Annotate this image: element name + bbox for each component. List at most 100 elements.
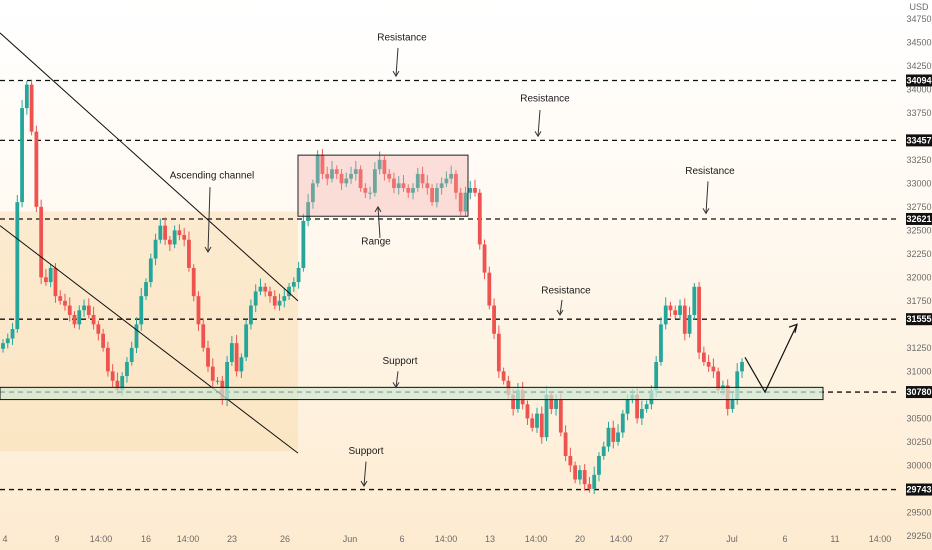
candle-body: [296, 267, 301, 283]
annotation-arrowhead: [374, 205, 382, 213]
candle-body: [201, 324, 206, 348]
candle-body: [334, 169, 339, 174]
candle-body: [477, 192, 482, 245]
candle-body: [396, 183, 401, 189]
candle-body: [10, 329, 15, 339]
candle-body: [415, 173, 420, 189]
candle-body: [668, 305, 673, 311]
candle-body: [263, 286, 268, 292]
x-tick-label: 23: [227, 534, 237, 544]
candle-body: [711, 366, 716, 372]
candle-body: [282, 296, 287, 301]
candle-body: [454, 173, 458, 193]
candle-body: [597, 455, 601, 475]
candle-body: [525, 404, 530, 419]
level-label: 34094: [906, 75, 931, 85]
candle-body: [291, 282, 296, 287]
candle-body: [244, 324, 249, 358]
candle-body: [20, 108, 24, 203]
candle-body: [125, 361, 129, 377]
candle-body: [139, 296, 144, 325]
candle-body: [663, 305, 668, 325]
candle-body: [492, 305, 496, 334]
candle-body: [172, 230, 177, 245]
annotation-label: Support: [348, 446, 383, 457]
candle-body: [458, 192, 463, 212]
annotation-label: Resistance: [541, 285, 591, 296]
candle-body: [592, 474, 597, 489]
candle-body: [91, 314, 96, 325]
candle-body: [253, 291, 258, 306]
candle-body: [740, 361, 744, 372]
level-label-bg: [906, 386, 932, 399]
candle-body: [115, 380, 120, 391]
candle-body: [654, 361, 659, 391]
candle-body: [163, 225, 168, 240]
candle-body: [511, 394, 516, 409]
x-tick-label: 14:00: [610, 534, 633, 544]
y-tick-label: 30500: [906, 413, 931, 423]
annotation-arrow: [207, 187, 211, 252]
x-tick-label: Jun: [343, 534, 358, 544]
candle-body: [110, 371, 115, 381]
annotation-arrow: [559, 299, 563, 316]
candle-body: [206, 347, 210, 367]
candle-body: [487, 272, 492, 306]
candle-body: [301, 220, 306, 268]
candle-body: [63, 300, 67, 306]
candle-body: [401, 183, 406, 189]
candle-body: [406, 188, 411, 193]
level-label: 33457: [906, 135, 931, 145]
level-label-bg: [906, 212, 932, 225]
annotation-arrow: [395, 47, 399, 77]
annotation-label: Ascending channel: [170, 171, 255, 182]
candle-body: [692, 286, 697, 315]
candle-body: [573, 465, 578, 480]
x-tick-label: Jul: [726, 534, 738, 544]
candle-body: [215, 380, 220, 382]
annotation-label: Range: [361, 236, 391, 247]
candle-body: [272, 296, 277, 306]
level-label: 31555: [906, 314, 931, 324]
candle-body: [730, 399, 735, 409]
candle-body: [268, 291, 272, 297]
candle-body: [101, 333, 106, 348]
candle-body: [678, 305, 682, 315]
chart-background-shapes: [0, 211, 298, 452]
candle-body: [463, 192, 468, 212]
candle-body: [148, 258, 153, 283]
candle-body: [673, 310, 678, 315]
x-tick-label: 14:00: [435, 534, 458, 544]
candle-body: [29, 84, 34, 132]
candle-body: [539, 413, 544, 438]
candle-body: [411, 188, 415, 193]
y-tick-label: 34750: [906, 14, 931, 24]
candle-body: [96, 324, 101, 334]
x-tick-label: 27: [659, 534, 669, 544]
candle-body: [191, 267, 196, 297]
y-tick-label: 31750: [906, 296, 931, 306]
annotation-arrowhead: [702, 208, 710, 215]
candle-body: [644, 404, 649, 409]
candle-body: [392, 178, 396, 189]
candle-body: [48, 267, 53, 283]
candle-body: [153, 239, 158, 259]
level-label: 29743: [906, 485, 931, 495]
x-tick-label: 14:00: [525, 534, 548, 544]
candle-body: [5, 338, 10, 344]
candle-body: [177, 230, 182, 236]
level-label: 30780: [906, 387, 931, 397]
candle-body: [349, 173, 353, 179]
candle-body: [234, 343, 239, 372]
candle-body: [372, 169, 377, 193]
candle-body: [601, 446, 606, 456]
y-tick-label: 29250: [906, 531, 931, 541]
candle-body: [1, 343, 5, 349]
candle-body: [39, 206, 44, 278]
channel-shade: [0, 211, 298, 452]
annotation-label: Support: [382, 356, 417, 367]
candle-body: [358, 169, 363, 189]
